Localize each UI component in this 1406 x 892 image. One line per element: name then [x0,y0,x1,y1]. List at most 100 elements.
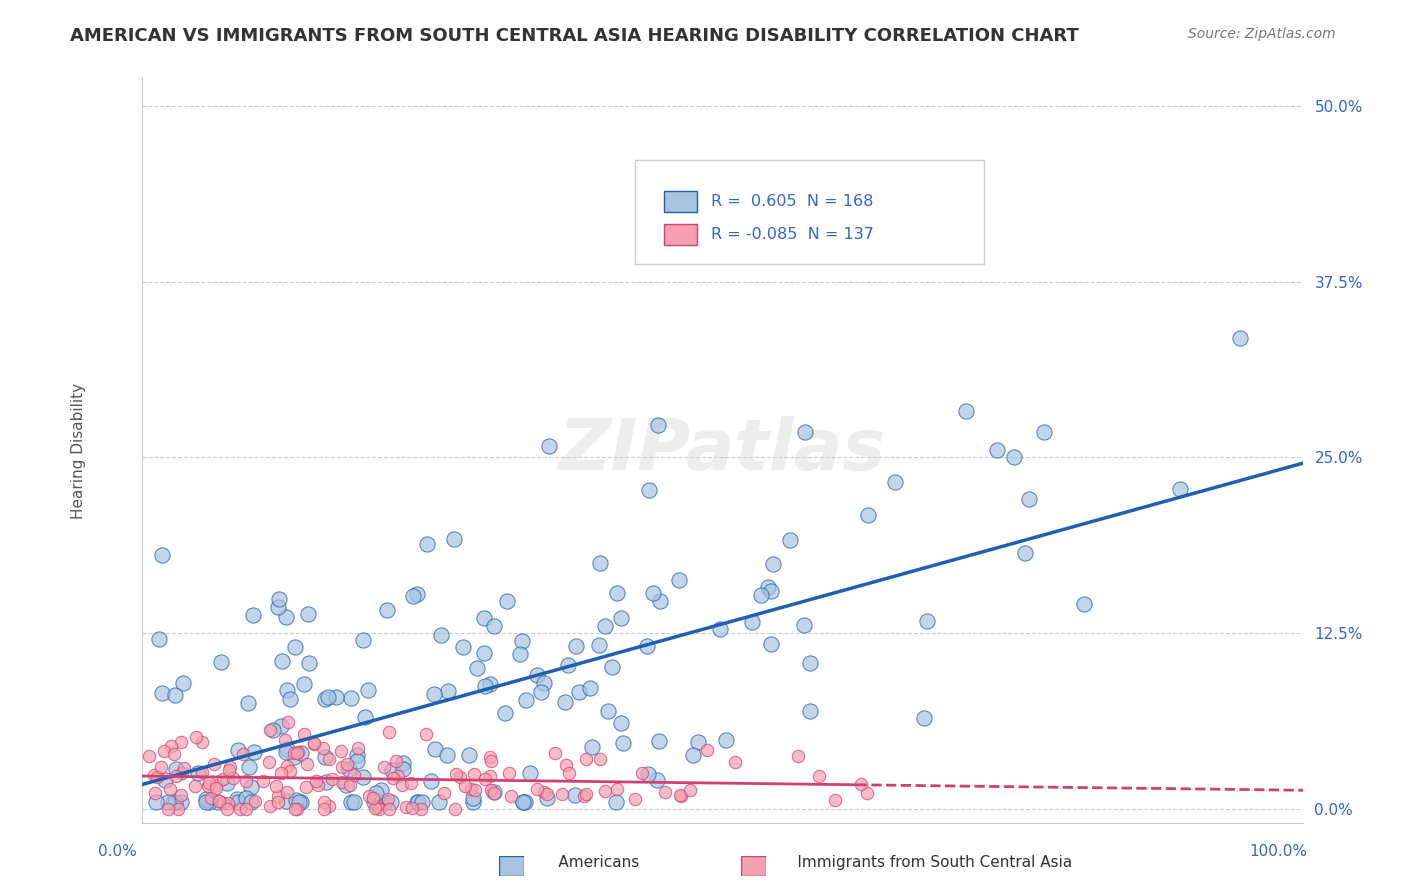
Americans [600,659,623,673]
Americans [762,557,785,571]
Americans [356,683,378,698]
Americans [411,796,433,810]
Immigrants from South Central Asia [304,737,326,751]
Immigrants from South Central Asia [332,774,354,789]
Americans [239,796,262,810]
Americans [163,796,186,810]
Immigrants from South Central Asia [318,799,340,814]
Americans [606,585,628,599]
Immigrants from South Central Asia [259,723,281,737]
Americans [799,656,821,670]
Immigrants from South Central Asia [266,795,288,809]
Immigrants from South Central Asia [339,779,361,793]
Americans [1229,331,1251,345]
Americans [512,633,534,648]
Americans [198,796,221,810]
Americans [1014,546,1036,560]
Americans [472,646,495,660]
Americans [335,778,357,792]
Americans [557,657,579,672]
Americans [668,573,690,587]
Immigrants from South Central Asia [212,796,235,810]
Americans [709,622,731,636]
Text: R =  0.605  N = 168: R = 0.605 N = 168 [711,194,873,209]
Immigrants from South Central Asia [479,783,502,797]
Immigrants from South Central Asia [267,789,290,804]
Immigrants from South Central Asia [160,739,183,753]
Immigrants from South Central Asia [536,787,558,801]
Americans [340,796,363,810]
Americans [156,796,179,810]
Americans [915,614,938,628]
Immigrants from South Central Asia [551,787,574,801]
Immigrants from South Central Asia [399,776,422,790]
Immigrants from South Central Asia [198,776,221,790]
Americans [451,640,474,654]
Immigrants from South Central Asia [555,757,578,772]
Americans [315,775,337,789]
Americans [276,745,298,759]
Americans [645,772,668,787]
Americans [589,557,612,571]
Americans [581,739,603,754]
Americans [482,785,505,799]
Immigrants from South Central Asia [366,799,388,814]
Immigrants from South Central Asia [207,794,229,808]
Immigrants from South Central Asia [229,802,252,816]
Immigrants from South Central Asia [276,758,298,772]
Americans [346,754,368,768]
Text: AMERICAN VS IMMIGRANTS FROM SOUTH CENTRAL ASIA HEARING DISABILITY CORRELATION CH: AMERICAN VS IMMIGRANTS FROM SOUTH CENTRA… [70,27,1078,45]
Immigrants from South Central Asia [215,802,238,816]
Immigrants from South Central Asia [382,771,405,785]
Americans [436,748,458,763]
Immigrants from South Central Asia [387,769,409,783]
Americans [370,783,392,797]
Americans [799,704,821,718]
Americans [437,684,460,698]
Americans [290,796,312,810]
Americans [756,580,779,594]
Immigrants from South Central Asia [302,736,325,750]
Americans [226,796,249,810]
Immigrants from South Central Asia [218,763,240,777]
Americans [759,636,782,650]
Immigrants from South Central Asia [342,768,364,782]
Immigrants from South Central Asia [593,783,616,797]
Americans [242,607,264,622]
FancyBboxPatch shape [665,225,697,245]
Americans [512,796,534,810]
Americans [352,770,374,784]
Americans [636,639,658,653]
Immigrants from South Central Asia [153,744,176,758]
Americans [637,766,659,780]
Americans [647,417,669,432]
Text: Immigrants from South Central Asia: Immigrants from South Central Asia [773,855,1073,870]
Americans [150,686,173,700]
Immigrants from South Central Asia [314,802,336,816]
Immigrants from South Central Asia [558,766,581,780]
Americans [554,695,576,709]
Immigrants from South Central Asia [163,747,186,762]
Immigrants from South Central Asia [501,789,523,803]
Immigrants from South Central Asia [623,792,645,806]
Americans [391,762,413,776]
Americans [226,792,249,806]
Immigrants from South Central Asia [479,769,502,783]
Americans [406,796,429,810]
Americans [298,657,321,671]
Americans [463,791,485,805]
Immigrants from South Central Asia [575,788,598,802]
Immigrants from South Central Asia [283,747,305,761]
Immigrants from South Central Asia [444,766,467,780]
Americans [284,640,307,655]
Immigrants from South Central Asia [276,785,298,799]
FancyBboxPatch shape [665,191,697,211]
Immigrants from South Central Asia [284,802,307,816]
Americans [565,639,588,653]
Americans [779,533,801,548]
Americans [270,654,292,668]
Americans [283,749,305,764]
Americans [688,735,710,749]
Americans [406,587,429,601]
Immigrants from South Central Asia [401,801,423,815]
